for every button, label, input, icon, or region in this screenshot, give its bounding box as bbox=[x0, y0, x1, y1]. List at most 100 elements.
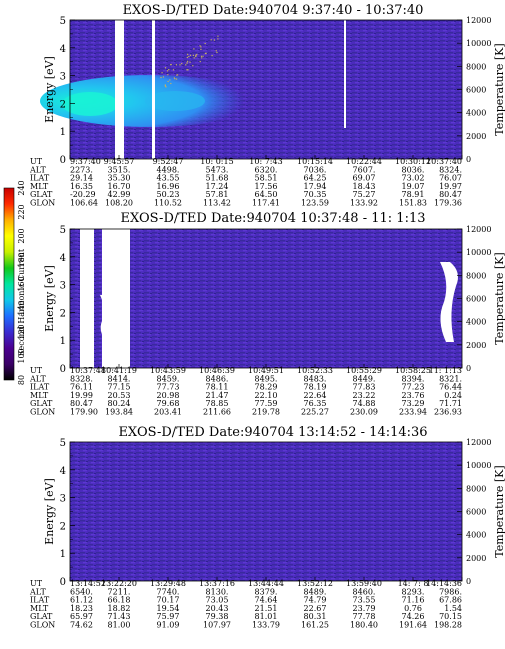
panel-2-table-cell: 236.93 bbox=[434, 408, 462, 417]
panel-1-ytick-label: 3 bbox=[60, 72, 66, 83]
panel-1-scatter-point bbox=[161, 72, 163, 74]
panel-3-table-cell: 13:52:12 bbox=[297, 579, 333, 588]
panel-3-ytick-right-label: 12000 bbox=[466, 438, 491, 447]
colorbar-tick-label: 160 bbox=[17, 276, 26, 291]
panel-1-scatter-point bbox=[170, 82, 172, 85]
panel-1-scatter-point bbox=[164, 85, 166, 87]
panel-2-row-label: ALT bbox=[29, 374, 46, 383]
panel-2-ytick-label: 3 bbox=[60, 281, 66, 292]
panel-2-row-label: GLON bbox=[30, 408, 55, 417]
panel-2-table-cell: 0.24 bbox=[444, 391, 462, 400]
panel-2-table-cell: 233.94 bbox=[399, 408, 427, 417]
panel-2-ytick-right-label: 6000 bbox=[466, 295, 486, 304]
panel-3-row-label: GLON bbox=[30, 621, 55, 630]
panel-2-data-gap-1 bbox=[80, 229, 94, 368]
panel-2-ytick-right-label: 0 bbox=[466, 364, 471, 373]
panel-2-table-cell: 21.47 bbox=[206, 391, 229, 400]
panel-1-ytick-label: 1 bbox=[60, 127, 66, 138]
panel-3-ytick-right-label: 2000 bbox=[466, 554, 486, 563]
panel-1-scatter-point bbox=[177, 74, 179, 76]
panel-1-table-cell: 78.91 bbox=[402, 190, 425, 199]
colorbar-tick-label: 80 bbox=[17, 375, 26, 385]
panel-1-scatter-point bbox=[217, 35, 219, 37]
panel-1-scatter-point bbox=[164, 84, 166, 86]
panel-1-data-gap-1 bbox=[115, 20, 124, 159]
panel-2-table-cell: 77.23 bbox=[402, 383, 425, 392]
panel-3-ytick-right-label: 10000 bbox=[466, 461, 491, 470]
panel-1-table-cell: 58.51 bbox=[255, 174, 278, 183]
panel-3-table-cell: 74.79 bbox=[304, 596, 327, 605]
panel-1-scatter-point bbox=[167, 74, 169, 76]
panel-2-table-cell: 10:41:19 bbox=[101, 366, 137, 375]
panel-3-table-cell: 8293. bbox=[402, 587, 425, 596]
panel-3-table-cell: 7740. bbox=[157, 587, 180, 596]
panel-3-table-cell: 21.51 bbox=[255, 604, 278, 613]
panel-3-row-label: GLAT bbox=[30, 612, 53, 621]
panel-1-scatter-point bbox=[186, 69, 188, 71]
panel-1-scatter-point bbox=[175, 64, 178, 66]
panel-1-table-cell: -20.29 bbox=[70, 190, 96, 199]
panel-1-ytick-right-label: 10000 bbox=[466, 39, 491, 48]
panel-2-row-label: MLT bbox=[30, 391, 49, 400]
panel-3-ytick-right-label: 6000 bbox=[466, 508, 486, 517]
panel-1-ytick-right-label: 12000 bbox=[466, 16, 491, 25]
panel-3-table-cell: 180.40 bbox=[350, 621, 378, 630]
panel-1-scatter-point bbox=[204, 42, 206, 45]
panel-3-table-cell: 107.97 bbox=[203, 621, 231, 630]
panel-1-scatter-point bbox=[188, 55, 190, 58]
panel-2-table-cell: 225.27 bbox=[301, 408, 329, 417]
panel-2-table-cell: 20.53 bbox=[108, 391, 131, 400]
colorbar-tick-label: 140 bbox=[17, 300, 26, 315]
panel-1-scatter-point bbox=[196, 53, 198, 56]
panel-1-scatter-point bbox=[201, 57, 203, 59]
panel-1-table-cell: 69.07 bbox=[353, 174, 376, 183]
panel-3-table-cell: 70.17 bbox=[157, 596, 180, 605]
panel-3-table-cell: 70.15 bbox=[439, 612, 462, 621]
panel-3-table-cell: 71.43 bbox=[108, 612, 131, 621]
panel-3-table-cell: 198.28 bbox=[434, 621, 462, 630]
panel-1-table-cell: 4498. bbox=[157, 165, 180, 174]
panel-2-table-cell: 76.44 bbox=[439, 383, 462, 392]
panel-3-table-cell: 91.09 bbox=[157, 621, 180, 630]
panel-3-table-cell: 14:14:36 bbox=[426, 579, 462, 588]
panel-2-table-cell: 20.98 bbox=[157, 391, 180, 400]
panel-3-ytick-label: 2 bbox=[60, 521, 66, 532]
panel-1-table-cell: 9:37:40 bbox=[70, 157, 101, 166]
panel-3-table-cell: 75.97 bbox=[157, 612, 180, 621]
panel-2-table-cell: 74.88 bbox=[353, 399, 376, 408]
panel-1-band-core-2 bbox=[145, 91, 205, 111]
panel-2-table-cell: 80.47 bbox=[70, 399, 93, 408]
panel-1-scatter-point bbox=[200, 46, 202, 48]
panel-2-table-cell: 211.66 bbox=[203, 408, 231, 417]
panel-3-table-cell: 74.26 bbox=[402, 612, 425, 621]
colorbar-tick-label: 220 bbox=[17, 204, 26, 219]
panel-2-table-cell: 10:37:48 bbox=[70, 366, 106, 375]
panel-2-table-cell: 19.99 bbox=[70, 391, 93, 400]
panel-1-title: EXOS-D/TED Date:940704 9:37:40 - 10:37:4… bbox=[123, 3, 424, 18]
panel-1-scatter-point bbox=[189, 54, 192, 56]
panel-1-table-cell: 70.35 bbox=[304, 190, 327, 199]
panel-2-table-cell: 80.24 bbox=[108, 399, 131, 408]
panel-3-table-cell: 71.16 bbox=[402, 596, 425, 605]
panel-2-table-cell: 8394. bbox=[402, 374, 425, 383]
panel-3-ytick-label: 5 bbox=[60, 438, 66, 449]
panel-3-table-cell: 18.82 bbox=[108, 604, 131, 613]
panel-3-ytick-label: 3 bbox=[60, 494, 66, 505]
panel-1-row-label: MLT bbox=[30, 182, 49, 191]
panel-1-table-cell: 17.24 bbox=[206, 182, 229, 191]
panel-1-table-cell: 42.99 bbox=[108, 190, 131, 199]
panel-3-table-cell: 133.79 bbox=[252, 621, 280, 630]
panel-3-table-cell: 74.64 bbox=[255, 596, 278, 605]
panel-1-table-cell: 16.96 bbox=[157, 182, 180, 191]
panel-2-table-cell: 8449. bbox=[353, 374, 376, 383]
panel-2-table-cell: 78.85 bbox=[206, 399, 229, 408]
panel-3-table-cell: 73.55 bbox=[353, 596, 376, 605]
panel-1-scatter-point bbox=[211, 55, 213, 57]
colorbar-ticks: 240 220 200 180 160 140 120 100 80 bbox=[17, 180, 26, 385]
panel-2-data-gap-3 bbox=[440, 262, 458, 342]
panel-1-table-cell: 64.50 bbox=[255, 190, 278, 199]
panel-3-ytick-right-label: 8000 bbox=[466, 484, 486, 493]
panel-1-ylabel: Energy [eV] bbox=[43, 56, 56, 123]
panel-1-table-cell: 43.55 bbox=[157, 174, 180, 183]
panel-1-scatter-point bbox=[192, 54, 195, 56]
